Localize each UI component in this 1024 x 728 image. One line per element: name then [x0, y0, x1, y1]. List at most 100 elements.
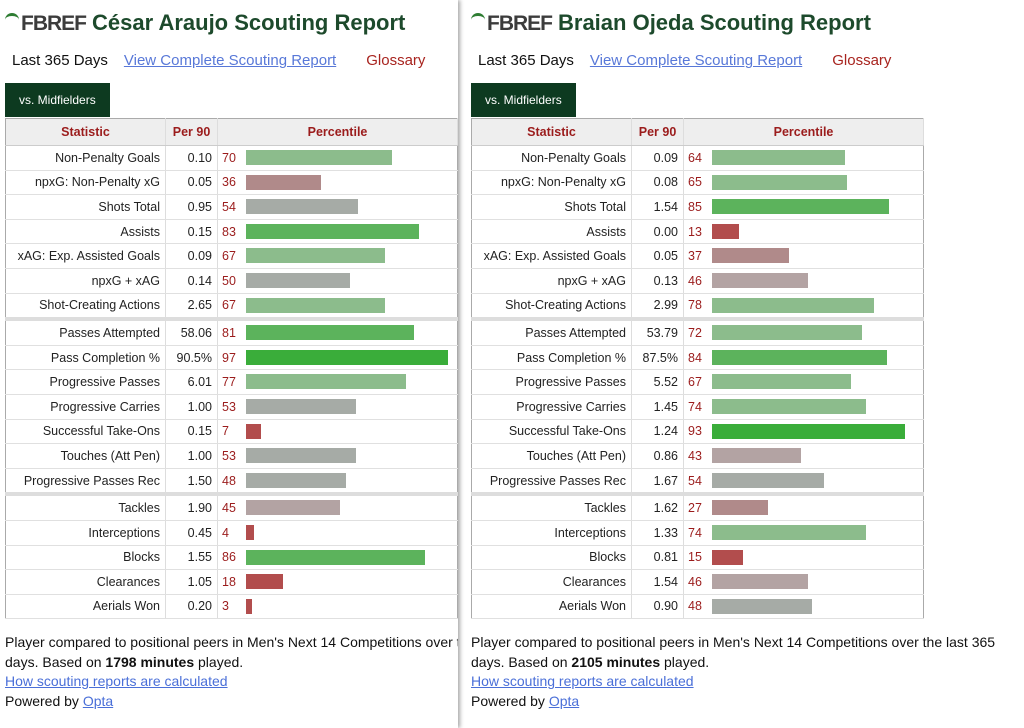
- glossary-link[interactable]: Glossary: [832, 52, 892, 69]
- per90-value: 1.00: [165, 443, 218, 469]
- stat-name: xAG: Exp. Assisted Goals: [471, 243, 632, 269]
- comparison-tab[interactable]: vs. Midfielders: [5, 83, 110, 117]
- percentile-value: 74: [688, 399, 702, 414]
- per90-value: 1.45: [631, 394, 684, 420]
- provider-link[interactable]: Opta: [548, 692, 580, 709]
- stat-name: Progressive Passes Rec: [471, 468, 632, 495]
- percentile-cell: 37: [683, 243, 924, 269]
- percentile-bar: [246, 598, 253, 614]
- stat-name: Progressive Passes Rec: [5, 468, 166, 495]
- report-link[interactable]: View Complete Scouting Report: [123, 52, 337, 69]
- stat-name: Pass Completion %: [5, 345, 166, 371]
- per90-value: 0.08: [631, 170, 684, 196]
- per90-value: 0.09: [631, 145, 684, 171]
- stat-row: Progressive Carries 1.45 74: [471, 394, 924, 420]
- percentile-bar: [712, 500, 769, 516]
- report-link[interactable]: View Complete Scouting Report: [589, 52, 803, 69]
- stat-row: Assists 0.00 13: [471, 219, 924, 245]
- percentile-value: 46: [688, 574, 702, 589]
- per90-value: 2.99: [631, 293, 684, 320]
- percentile-bar: [712, 248, 789, 264]
- logo: FBREF: [471, 12, 553, 35]
- per90-value: 0.20: [165, 594, 218, 620]
- report-panel: FBREF César Araujo Scouting Report Last 36…: [0, 0, 458, 728]
- stat-name: Touches (Att Pen): [5, 443, 166, 469]
- percentile-cell: 53: [217, 394, 458, 420]
- percentile-bar: [712, 574, 808, 590]
- percentile-value: 36: [222, 175, 236, 190]
- stat-row: Non-Penalty Goals 0.10 70: [5, 145, 458, 171]
- per90-value: 1.50: [165, 468, 218, 495]
- percentile-cell: 54: [217, 194, 458, 220]
- stat-row: Clearances 1.54 46: [471, 569, 924, 595]
- percentile-bar: [246, 398, 357, 414]
- stat-row: Aerials Won 0.20 3: [5, 594, 458, 620]
- comparison-tab[interactable]: vs. Midfielders: [471, 83, 576, 117]
- percentile-value: 37: [688, 249, 702, 264]
- percentile-cell: 70: [217, 145, 458, 171]
- column-header: Statistic: [5, 118, 166, 146]
- stat-row: Pass Completion % 87.5% 84: [471, 345, 924, 371]
- percentile-value: 43: [688, 448, 702, 463]
- percentile-value: 86: [222, 550, 236, 565]
- percentile-value: 65: [688, 175, 702, 190]
- percentile-cell: 3: [217, 594, 458, 620]
- percentile-cell: 43: [683, 443, 924, 469]
- stat-name: Interceptions: [5, 520, 166, 546]
- glossary-link[interactable]: Glossary: [366, 52, 426, 69]
- stat-name: Passes Attempted: [5, 317, 166, 346]
- percentile-value: 77: [222, 375, 236, 390]
- percentile-bar: [246, 174, 321, 190]
- stat-name: Interceptions: [471, 520, 632, 546]
- percentile-value: 67: [222, 298, 236, 313]
- stat-row: Interceptions 0.45 4: [5, 520, 458, 546]
- footer-desc: Player compared to positional peers in M…: [5, 634, 458, 670]
- percentile-value: 74: [688, 525, 702, 540]
- stat-name: npxG: Non-Penalty xG: [5, 170, 166, 196]
- percentile-bar: [712, 297, 875, 313]
- footer-desc: Player compared to positional peers in M…: [471, 634, 996, 670]
- percentile-bar: [246, 349, 448, 365]
- percentile-bar: [712, 223, 740, 239]
- percentile-value: 67: [222, 249, 236, 264]
- percentile-bar: [246, 448, 357, 464]
- percentile-value: 83: [222, 224, 236, 239]
- percentile-cell: 93: [683, 419, 924, 445]
- percentile-cell: 48: [217, 468, 458, 495]
- stat-row: Successful Take-Ons 1.24 93: [471, 419, 924, 445]
- footer-text: Player compared to positional peers in M…: [471, 633, 1019, 672]
- per90-value: 0.10: [165, 145, 218, 171]
- per90-value: 1.90: [165, 492, 218, 521]
- percentile-cell: 4: [217, 520, 458, 546]
- per90-value: 0.81: [631, 545, 684, 571]
- per90-value: 1.62: [631, 492, 684, 521]
- stat-row: Shot-Creating Actions 2.99 78: [471, 293, 924, 320]
- percentile-cell: 85: [683, 194, 924, 220]
- per90-value: 1.67: [631, 468, 684, 495]
- stat-name: Progressive Carries: [5, 394, 166, 420]
- percentile-value: 46: [688, 273, 702, 288]
- percentile-value: 45: [222, 501, 236, 516]
- percentile-cell: 67: [683, 369, 924, 395]
- percentile-value: 18: [222, 574, 236, 589]
- stat-name: xAG: Exp. Assisted Goals: [5, 243, 166, 269]
- method-link[interactable]: How scouting reports are calculated: [5, 673, 228, 689]
- stats-table: Statistic Per 90 Percentile Non-Penalty Goa…: [471, 118, 924, 620]
- powered-row: Powered by Opta: [471, 692, 1019, 712]
- percentile-value: 3: [222, 599, 229, 614]
- percentile-bar: [712, 448, 802, 464]
- stat-name: Blocks: [5, 545, 166, 571]
- powered-by: Powered by: [471, 692, 545, 709]
- stat-name: Passes Attempted: [471, 317, 632, 346]
- provider-link[interactable]: Opta: [82, 692, 114, 709]
- per90-value: 1.24: [631, 419, 684, 445]
- percentile-value: 53: [222, 448, 236, 463]
- percentile-cell: 53: [217, 443, 458, 469]
- stat-name: Progressive Passes: [5, 369, 166, 395]
- stat-name: Touches (Att Pen): [471, 443, 632, 469]
- logo-text: FBREF: [21, 12, 87, 35]
- method-link[interactable]: How scouting reports are calculated: [471, 673, 694, 689]
- stats-table: Statistic Per 90 Percentile Non-Penalty Goa…: [5, 118, 458, 620]
- percentile-cell: 46: [683, 569, 924, 595]
- percentile-cell: 27: [683, 492, 924, 521]
